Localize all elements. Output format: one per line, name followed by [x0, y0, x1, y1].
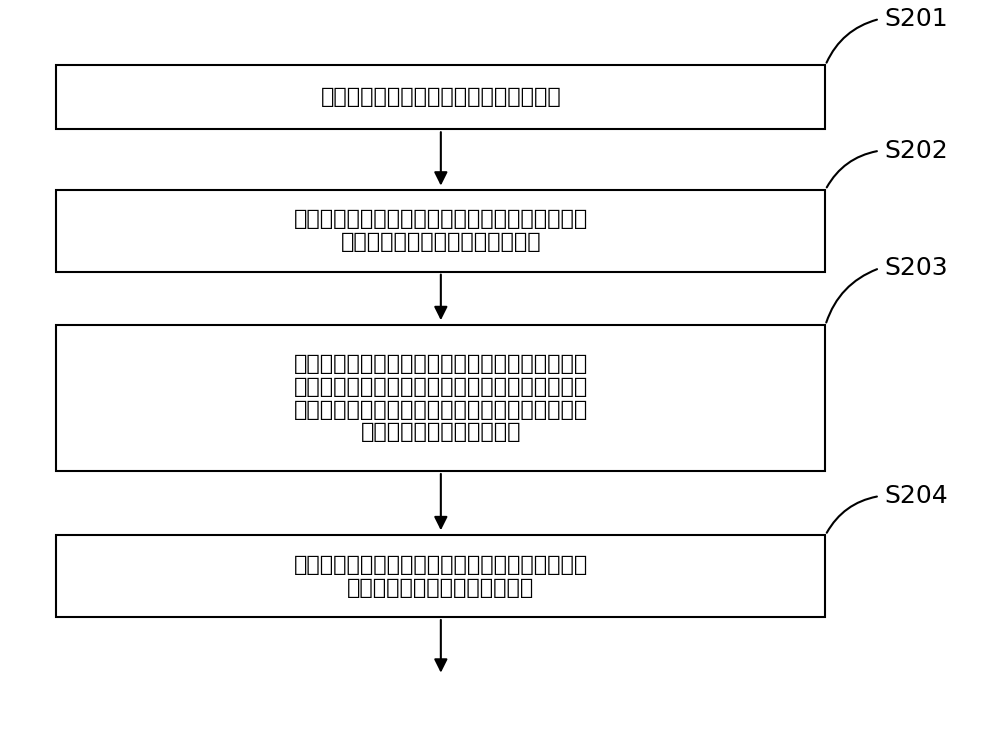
Text: 判断第一时刻对应的第一视线中心区域与第二时刻: 判断第一时刻对应的第一视线中心区域与第二时刻 [294, 210, 588, 230]
Text: S203: S203 [885, 256, 948, 280]
Text: 若检测到所述触发锁定所述虚拟现实主界面的预设: 若检测到所述触发锁定所述虚拟现实主界面的预设 [294, 555, 588, 575]
FancyBboxPatch shape [56, 65, 825, 129]
Text: 对应的第二视线中心区域是否相同: 对应的第二视线中心区域是否相同 [341, 232, 541, 252]
Text: S201: S201 [885, 7, 948, 31]
Text: S204: S204 [885, 484, 948, 508]
Text: 操作，锁定所述虚拟现实主界面: 操作，锁定所述虚拟现实主界面 [347, 578, 534, 598]
Text: S202: S202 [885, 139, 948, 162]
FancyBboxPatch shape [56, 190, 825, 272]
FancyBboxPatch shape [56, 325, 825, 471]
Text: 获取不同时刻的视角对应的视线中心区域: 获取不同时刻的视角对应的视线中心区域 [320, 87, 561, 107]
Text: 主界面的显示位置，将所述虚拟现实主界面显示于: 主界面的显示位置，将所述虚拟现实主界面显示于 [294, 399, 588, 419]
Text: 不同，则根据所述第二视线中心区域调整虚拟现实: 不同，则根据所述第二视线中心区域调整虚拟现实 [294, 377, 588, 397]
Text: 所述第二时刻的视景区域内: 所述第二时刻的视景区域内 [361, 422, 521, 442]
Text: 若所述第一视线中心区域与所述第二视线中心区域: 若所述第一视线中心区域与所述第二视线中心区域 [294, 354, 588, 374]
FancyBboxPatch shape [56, 535, 825, 617]
